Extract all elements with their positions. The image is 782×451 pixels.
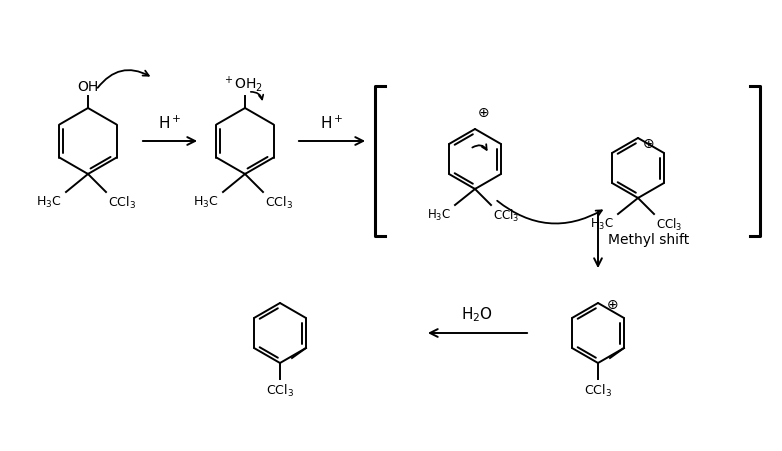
Text: $\oplus$: $\oplus$ xyxy=(477,106,490,120)
Text: CCl$_3$: CCl$_3$ xyxy=(584,382,612,398)
Text: CCl$_3$: CCl$_3$ xyxy=(656,216,683,233)
Text: H$_3$C: H$_3$C xyxy=(427,207,451,223)
Text: H$^+$: H$^+$ xyxy=(158,115,181,132)
Text: H$_2$O: H$_2$O xyxy=(461,304,493,323)
Text: H$_3$C: H$_3$C xyxy=(590,216,614,231)
Text: OH: OH xyxy=(77,80,99,94)
Text: CCl$_3$: CCl$_3$ xyxy=(266,382,294,398)
Text: H$_3$C: H$_3$C xyxy=(37,194,62,210)
Text: CCl$_3$: CCl$_3$ xyxy=(265,194,293,211)
Text: $^+$OH$_2$: $^+$OH$_2$ xyxy=(222,74,264,94)
Text: Methyl shift: Methyl shift xyxy=(608,232,689,246)
Text: H$_3$C: H$_3$C xyxy=(193,194,219,210)
Text: H$^+$: H$^+$ xyxy=(321,115,344,132)
Text: CCl$_3$: CCl$_3$ xyxy=(108,194,136,211)
Text: $\oplus$: $\oplus$ xyxy=(642,137,655,151)
Text: $\oplus$: $\oplus$ xyxy=(606,297,619,311)
Text: CCl$_3$: CCl$_3$ xyxy=(493,207,519,224)
